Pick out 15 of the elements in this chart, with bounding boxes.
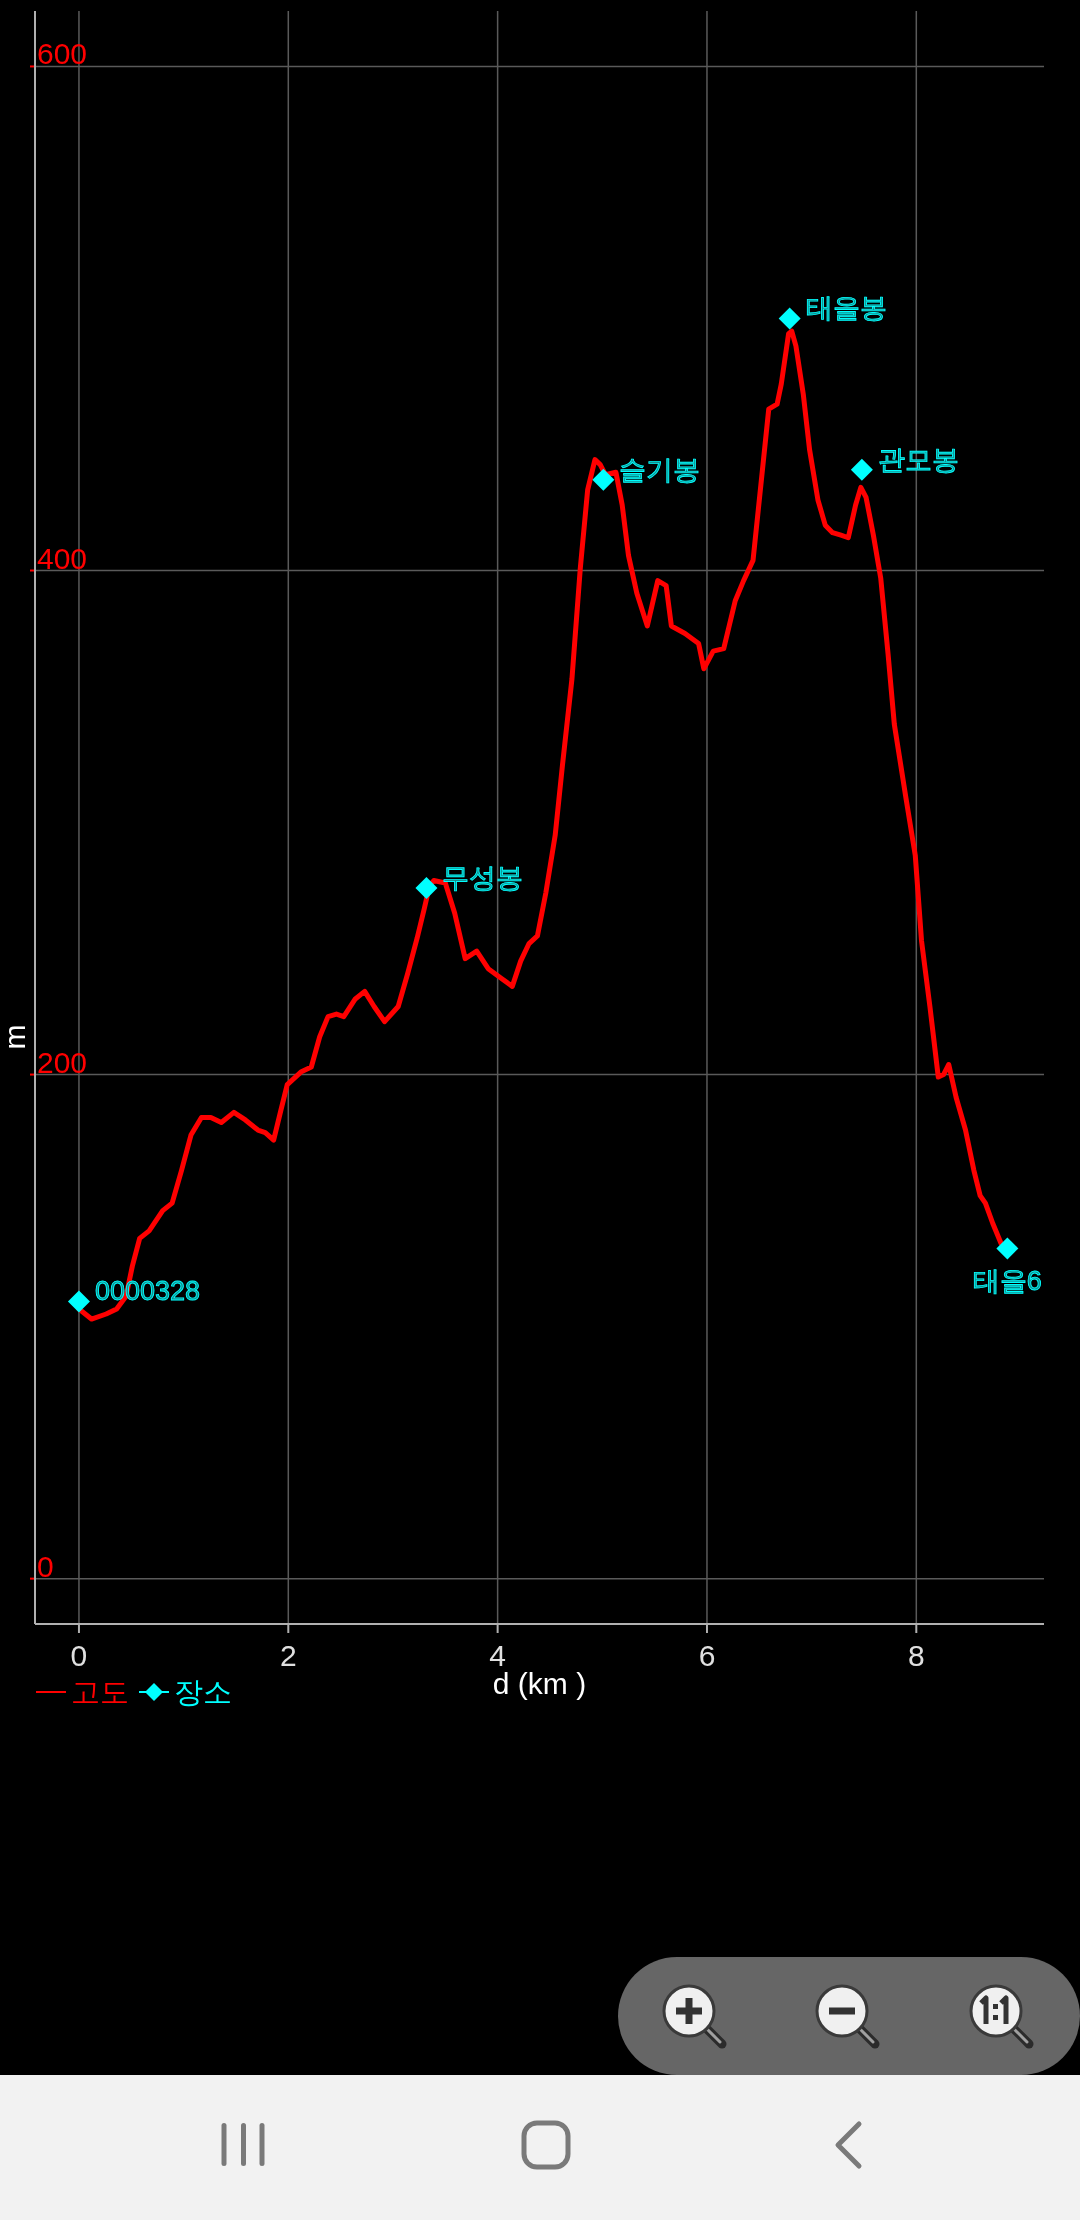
annotation: 슬기봉 — [619, 454, 701, 485]
legend-label: 고도 — [71, 1676, 129, 1708]
x-tick-label: 6 — [698, 1639, 716, 1672]
x-tick-label: 2 — [279, 1639, 297, 1672]
y-tick-label: 200 — [37, 1045, 88, 1079]
annotation: 관모봉 — [877, 444, 959, 475]
y-tick-label: 0 — [37, 1549, 54, 1583]
annotation: 무성봉 — [442, 863, 524, 894]
y-axis-title: m — [0, 1024, 31, 1050]
x-tick-label: 8 — [907, 1639, 925, 1672]
annotation: 태을6 — [972, 1266, 1042, 1297]
legend-label: 장소 — [174, 1676, 232, 1708]
annotation: 태을봉 — [805, 293, 887, 324]
y-tick-label: 600 — [37, 37, 88, 71]
y-tick-label: 400 — [37, 541, 88, 575]
